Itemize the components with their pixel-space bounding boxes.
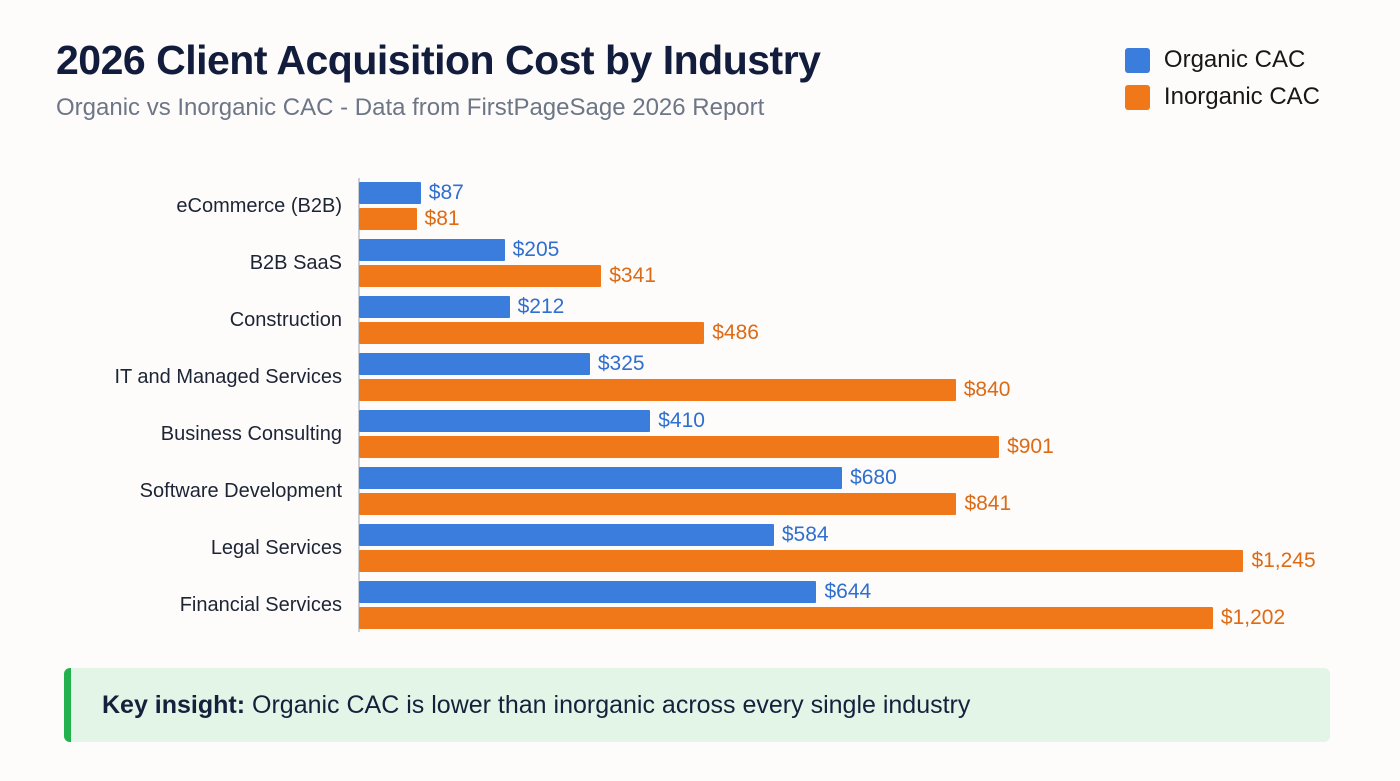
bar-rect (359, 524, 774, 546)
bar-rect (359, 182, 421, 204)
category-label: B2B SaaS (249, 252, 342, 274)
bar-value-label: $81 (424, 207, 460, 230)
chart-plot-area: eCommerce (B2B) $87 $81 B2B SaaS $205 $341 Con… (0, 178, 1400, 634)
y-axis-line (358, 178, 360, 632)
bar-inorganic[interactable]: $901 (359, 435, 1054, 458)
bar-value-label: $1,202 (1220, 606, 1286, 629)
category-label: Financial Services (179, 594, 342, 616)
insight-text: Key insight: Organic CAC is lower than i… (71, 691, 970, 720)
bar-organic[interactable]: $325 (359, 352, 645, 375)
bar-organic[interactable]: $87 (359, 181, 464, 204)
chart-header: 2026 Client Acquisition Cost by Industry… (56, 37, 1056, 123)
chart-legend: Organic CAC Inorganic CAC (1124, 46, 1320, 111)
category-label: IT and Managed Services (114, 366, 342, 388)
bar-rect (359, 265, 602, 287)
category-label: Legal Services (210, 537, 342, 559)
bar-value-label: $87 (428, 181, 464, 204)
bar-organic[interactable]: $410 (359, 409, 705, 432)
category-label: eCommerce (B2B) (176, 195, 342, 217)
bar-inorganic[interactable]: $841 (359, 492, 1011, 515)
bar-group: Business Consulting $410 $901 (0, 406, 1400, 463)
bar-value-label: $486 (712, 321, 759, 344)
category-label: Construction (229, 309, 342, 331)
bar-rect (359, 607, 1213, 629)
bar-value-label: $584 (781, 523, 829, 546)
bar-value-label: $901 (1007, 435, 1054, 458)
bar-value-label: $341 (609, 264, 656, 287)
bar-value-label: $680 (850, 466, 897, 489)
category-label: Business Consulting (160, 423, 342, 445)
bar-inorganic[interactable]: $840 (359, 378, 1010, 401)
bar-rect (359, 353, 590, 375)
bar-organic[interactable]: $205 (359, 238, 559, 261)
bar-organic[interactable]: $584 (359, 523, 829, 546)
bar-rect (359, 322, 705, 344)
bar-inorganic[interactable]: $1,245 (359, 549, 1316, 572)
bar-value-label: $205 (512, 238, 560, 261)
bar-group: IT and Managed Services $325 $840 (0, 349, 1400, 406)
bar-value-label: $840 (963, 378, 1011, 401)
bar-groups: eCommerce (B2B) $87 $81 B2B SaaS $205 $341 Con… (0, 178, 1400, 634)
bar-organic[interactable]: $644 (359, 580, 871, 603)
bar-rect (359, 208, 417, 230)
category-label: Software Development (139, 480, 342, 502)
insight-body-text: Organic CAC is lower than inorganic acro… (245, 690, 971, 719)
legend-item-inorganic[interactable]: Inorganic CAC (1124, 83, 1320, 111)
bar-rect (359, 239, 505, 261)
bar-organic[interactable]: $680 (359, 466, 897, 489)
bar-inorganic[interactable]: $1,202 (359, 606, 1285, 629)
bar-group: Financial Services $644 $1,202 (0, 577, 1400, 634)
bar-rect (359, 493, 957, 515)
bar-value-label: $1,245 (1251, 549, 1316, 572)
page-title: 2026 Client Acquisition Cost by Industry (56, 37, 821, 83)
bar-inorganic[interactable]: $81 (359, 207, 460, 230)
legend-label: Organic CAC (1163, 46, 1306, 73)
bar-group: eCommerce (B2B) $87 $81 (0, 178, 1400, 235)
bar-group: Software Development $680 $841 (0, 463, 1400, 520)
bar-rect (359, 436, 1000, 458)
bar-rect (359, 410, 651, 432)
legend-swatch-icon (1124, 47, 1150, 73)
bar-rect (359, 379, 956, 401)
bar-rect (359, 467, 843, 489)
legend-swatch-icon (1124, 84, 1150, 110)
bar-rect (359, 581, 817, 603)
bar-group: Legal Services $584 $1,245 (0, 520, 1400, 577)
insight-accent-bar (64, 668, 71, 742)
key-insight-banner: Key insight: Organic CAC is lower than i… (64, 668, 1330, 742)
bar-value-label: $841 (964, 492, 1012, 515)
legend-label: Inorganic CAC (1163, 83, 1320, 110)
bar-rect (359, 550, 1244, 572)
bar-value-label: $644 (824, 580, 872, 603)
chart-subtitle: Organic vs Inorganic CAC - Data from Fir… (56, 93, 765, 121)
bar-inorganic[interactable]: $341 (359, 264, 656, 287)
bar-value-label: $410 (658, 409, 705, 432)
bar-rect (359, 296, 510, 318)
bar-value-label: $212 (517, 295, 565, 318)
bar-group: Construction $212 $486 (0, 292, 1400, 349)
bar-inorganic[interactable]: $486 (359, 321, 759, 344)
insight-strong-label: Key insight: (102, 690, 246, 719)
bar-value-label: $325 (597, 352, 645, 375)
legend-item-organic[interactable]: Organic CAC (1124, 46, 1320, 74)
bar-organic[interactable]: $212 (359, 295, 564, 318)
bar-group: B2B SaaS $205 $341 (0, 235, 1400, 292)
